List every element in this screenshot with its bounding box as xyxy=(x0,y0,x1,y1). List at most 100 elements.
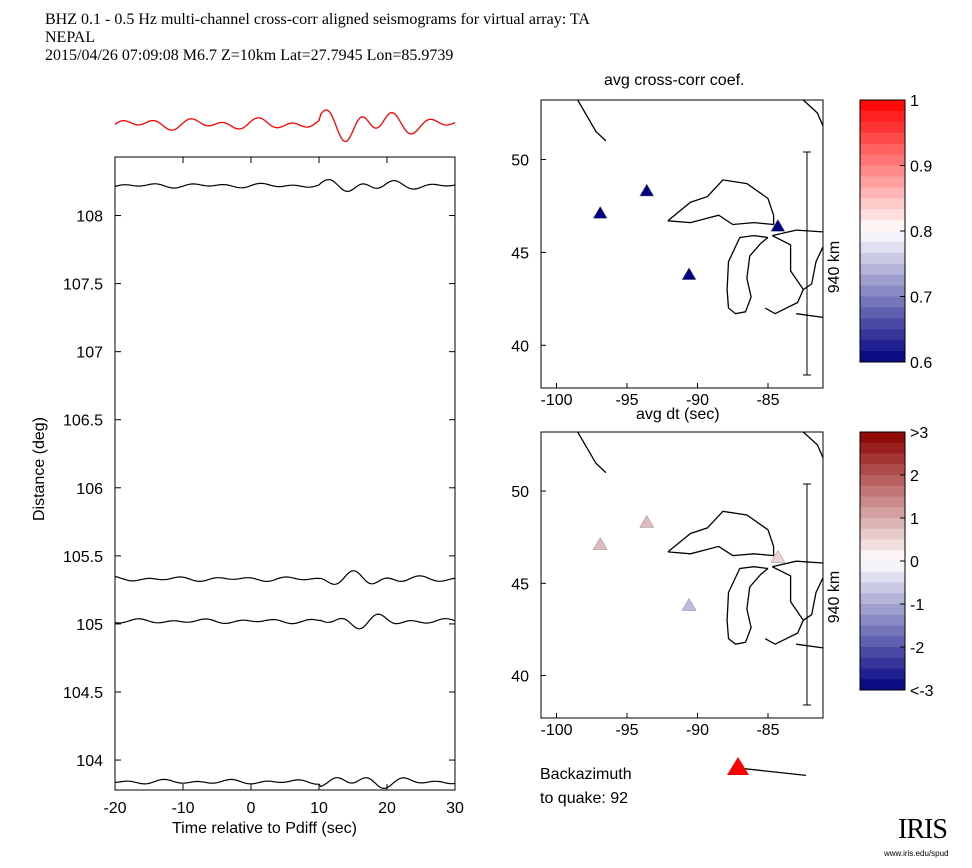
x-tick-label: -10 xyxy=(171,800,194,817)
colorbar-cell xyxy=(860,464,905,476)
colorbar-cell xyxy=(860,176,905,188)
colorbar-tick-label: 0.6 xyxy=(910,355,932,372)
colorbar-tick-label: 2 xyxy=(910,468,919,485)
y-tick-label: 106 xyxy=(76,481,103,498)
coastline xyxy=(802,100,823,127)
colorbar-cell xyxy=(860,528,905,540)
colorbar-cell xyxy=(860,582,905,594)
seismogram-trace xyxy=(114,178,456,193)
station-triangle xyxy=(770,218,786,232)
coastline xyxy=(772,229,823,237)
coastline xyxy=(772,560,823,568)
map-x-tick-label: -95 xyxy=(615,392,638,409)
seismogram-axes-box xyxy=(114,156,456,791)
x-tick-label: 10 xyxy=(310,800,328,817)
y-tick-label: 107.5 xyxy=(63,277,103,294)
colorbar-cell xyxy=(860,121,905,134)
colorbar-cell xyxy=(860,198,905,210)
colorbar-cell xyxy=(860,496,905,508)
map-axes-box xyxy=(540,99,824,389)
x-tick-label: -20 xyxy=(103,800,126,817)
coastline xyxy=(771,235,823,291)
colorbar-cell xyxy=(860,518,905,530)
coastline xyxy=(577,432,607,474)
map2-scale-label: 940 km xyxy=(826,570,843,624)
title-line-2: NEPAL xyxy=(45,29,96,46)
colorbar-tick-label: 0 xyxy=(910,554,919,571)
map-y-tick-label: 45 xyxy=(511,245,529,262)
colorbar-cell xyxy=(860,453,905,465)
station-triangle xyxy=(592,537,608,550)
colorbar-cell xyxy=(860,571,905,583)
colorbar-cell xyxy=(860,604,905,616)
seismogram-trace xyxy=(114,613,456,630)
coastlines xyxy=(577,432,823,649)
coastline xyxy=(771,566,823,622)
colorbar-cell xyxy=(860,252,905,265)
map-x-tick-label: -100 xyxy=(540,722,572,739)
colorbar-cell xyxy=(860,614,905,626)
station-triangle xyxy=(592,205,608,219)
colorbar-cell xyxy=(860,475,905,487)
colorbar-cell xyxy=(860,274,905,287)
map-x-tick-label: -85 xyxy=(756,392,779,409)
map2-title: avg dt (sec) xyxy=(636,406,720,423)
coastline xyxy=(764,619,804,645)
station-triangle xyxy=(770,549,786,563)
x-tick-label: 30 xyxy=(446,800,464,817)
coastlines xyxy=(577,100,823,319)
coastline xyxy=(796,643,823,649)
map-x-tick-label: -90 xyxy=(686,392,709,409)
coastline xyxy=(796,313,823,319)
colorbar-cell xyxy=(860,561,905,573)
backazimuth-value: to quake: 92 xyxy=(540,790,629,807)
colorbar-cell xyxy=(860,296,905,308)
station-triangle xyxy=(639,514,655,528)
colorbar-cell xyxy=(860,241,905,254)
x-axis-label: Time relative to Pdiff (sec) xyxy=(172,820,357,837)
coastline xyxy=(577,100,607,142)
map-x-tick-label: -95 xyxy=(615,722,638,739)
colorbar-cell xyxy=(860,657,905,669)
colorbar-cell xyxy=(860,154,905,166)
iris-url: www.iris.edu/spud xyxy=(884,849,949,858)
y-axis-label: Distance (deg) xyxy=(31,416,48,522)
colorbar-cell xyxy=(860,110,905,123)
map-x-tick-label: -90 xyxy=(686,722,709,739)
colorbar-cell xyxy=(860,539,905,551)
colorbar-cell xyxy=(860,307,905,319)
colorbar-cell xyxy=(860,442,905,454)
map-x-tick-label: -85 xyxy=(756,722,779,739)
colorbar-tick-label: -2 xyxy=(910,640,924,657)
seismogram-trace xyxy=(114,570,456,585)
x-tick-label: 20 xyxy=(378,800,396,817)
map-y-tick-label: 40 xyxy=(511,669,529,686)
station-triangle xyxy=(639,183,655,197)
coastline xyxy=(764,289,804,315)
coastline xyxy=(667,179,775,226)
y-tick-label: 105.5 xyxy=(63,549,103,566)
backazimuth-line xyxy=(737,767,807,777)
station-triangle xyxy=(681,267,697,280)
colorbar-cell xyxy=(860,647,905,659)
y-tick-label: 107 xyxy=(76,345,103,362)
backazimuth-label: Backazimuth xyxy=(540,766,632,783)
seismogram-trace xyxy=(114,777,456,790)
title-line-3: 2015/04/26 07:09:08 M6.7 Z=10km Lat=27.7… xyxy=(45,47,454,64)
colorbar-cell xyxy=(860,625,905,637)
colorbar-cell xyxy=(860,187,905,199)
y-tick-label: 106.5 xyxy=(63,413,103,430)
stacked-trace xyxy=(114,109,456,143)
colorbar-tick-label: 1 xyxy=(910,93,919,110)
colorbar-tick-label: 0.7 xyxy=(910,290,932,307)
colorbar-tick-label: -1 xyxy=(910,597,924,614)
map-axes-box xyxy=(540,431,824,719)
colorbar-cell xyxy=(860,209,905,221)
colorbar-cell xyxy=(860,132,905,145)
x-tick-label: 0 xyxy=(247,800,256,817)
station-triangle xyxy=(681,597,697,611)
colorbar-cell xyxy=(860,351,905,363)
colorbar-cell xyxy=(860,100,905,112)
colorbar-cell xyxy=(860,340,905,352)
